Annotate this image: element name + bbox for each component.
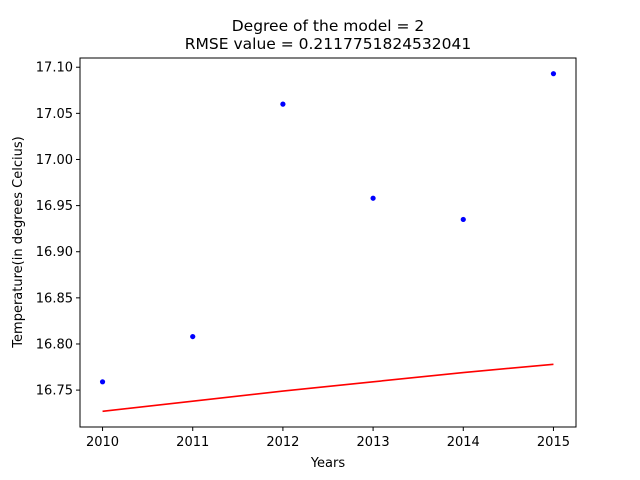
chart-subtitle: RMSE value = 0.2117751824532041 [185, 35, 471, 53]
y-tick-label: 16.95 [36, 199, 73, 214]
y-tick-label: 17.05 [36, 107, 73, 122]
data-point-2012 [280, 101, 286, 107]
y-tick-label: 17.00 [36, 153, 73, 168]
y-axis-ticks: 16.75 16.80 16.85 16.90 16.95 17.00 17.05 17.10 [36, 61, 80, 399]
plot-frame [79, 57, 577, 428]
y-tick-label: 16.75 [36, 384, 73, 399]
x-axis-label: Years [310, 456, 346, 471]
chart-title: Degree of the model = 2 [232, 17, 425, 35]
data-point-2013 [370, 195, 376, 201]
y-axis-label: Temperature(in degrees Celcius) [11, 136, 26, 348]
data-point-2010 [99, 379, 106, 385]
x-tick-label: 2012 [266, 435, 299, 450]
y-tick-label: 16.90 [36, 245, 73, 260]
x-tick-label: 2013 [357, 435, 390, 450]
data-point-2015 [550, 71, 557, 77]
x-axis-ticks: 2010 2011 2012 2013 2014 2015 [86, 427, 570, 450]
y-tick-label: 17.10 [36, 61, 73, 76]
y-tick-label: 16.80 [36, 337, 73, 352]
x-tick-label: 2014 [447, 435, 480, 450]
data-point-2011 [190, 333, 196, 340]
plot-area [99, 71, 557, 413]
y-tick-label: 16.85 [36, 291, 73, 306]
x-tick-label: 2011 [176, 435, 209, 450]
fit-line [102, 363, 554, 413]
x-tick-label: 2010 [86, 435, 119, 450]
x-tick-label: 2015 [537, 435, 570, 450]
data-point-2014 [460, 216, 466, 223]
